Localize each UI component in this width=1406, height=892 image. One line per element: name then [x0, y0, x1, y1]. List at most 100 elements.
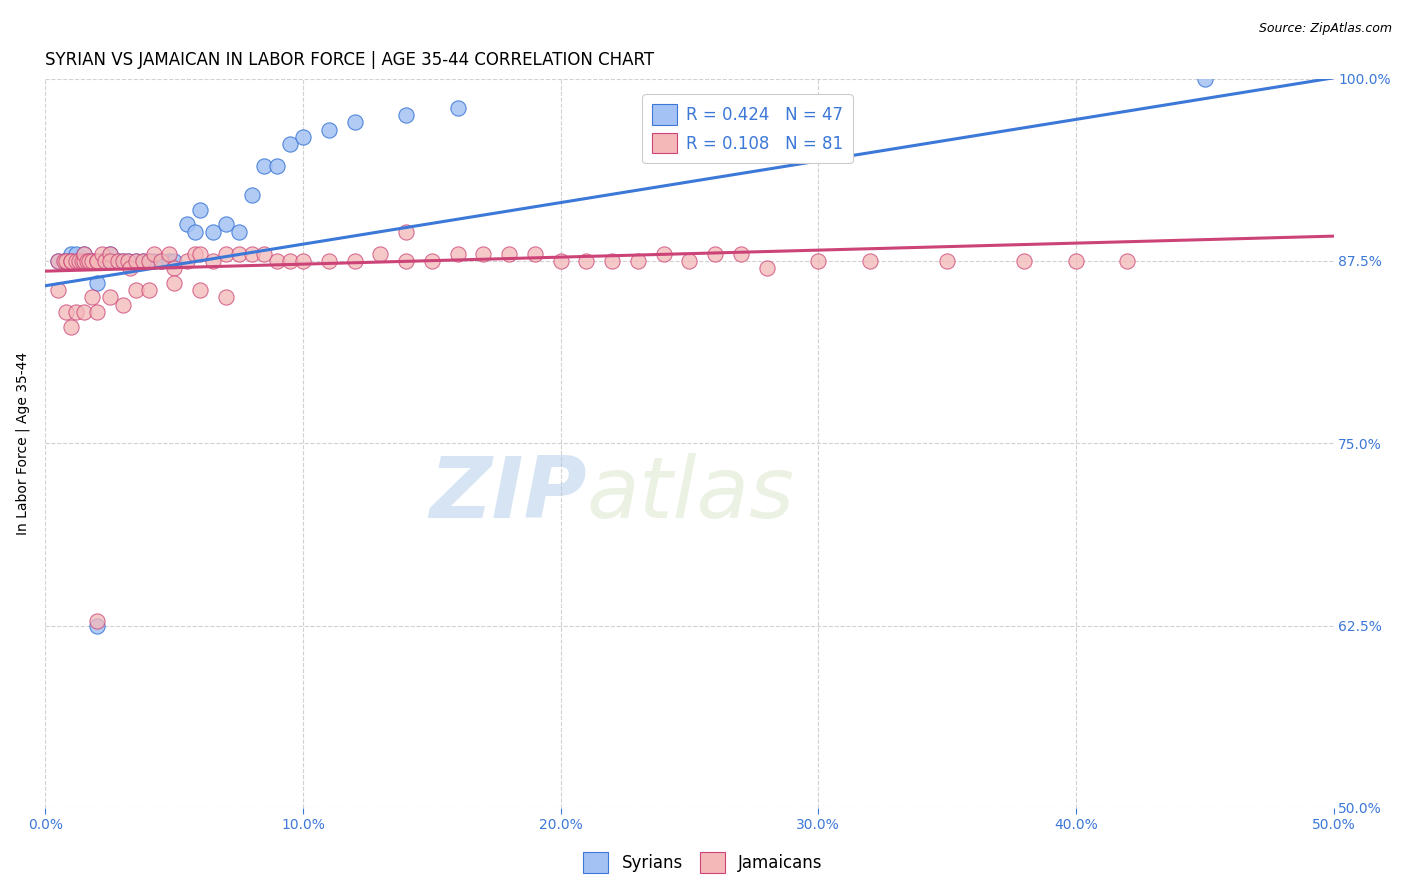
Point	[124, 254, 146, 268]
Point	[91, 254, 114, 268]
Text: Source: ZipAtlas.com: Source: ZipAtlas.com	[1258, 22, 1392, 36]
Point	[278, 254, 301, 268]
Point	[1116, 254, 1139, 268]
Point	[163, 261, 186, 276]
Point	[420, 254, 443, 268]
Point	[117, 254, 139, 268]
Point	[1064, 254, 1087, 268]
Point	[132, 254, 155, 268]
Point	[132, 254, 155, 268]
Point	[67, 254, 90, 268]
Point	[652, 246, 675, 260]
Point	[228, 246, 250, 260]
Point	[60, 246, 83, 260]
Point	[107, 254, 129, 268]
Point	[184, 246, 207, 260]
Point	[111, 298, 134, 312]
Point	[93, 254, 115, 268]
Point	[157, 246, 180, 260]
Point	[80, 290, 103, 304]
Point	[65, 305, 87, 319]
Text: atlas: atlas	[586, 453, 794, 536]
Point	[65, 246, 87, 260]
Point	[86, 276, 108, 290]
Point	[55, 254, 77, 268]
Point	[343, 254, 366, 268]
Point	[292, 254, 315, 268]
Point	[188, 246, 211, 260]
Point	[370, 246, 392, 260]
Point	[73, 246, 96, 260]
Point	[215, 290, 238, 304]
Point	[86, 254, 108, 268]
Text: SYRIAN VS JAMAICAN IN LABOR FORCE | AGE 35-44 CORRELATION CHART: SYRIAN VS JAMAICAN IN LABOR FORCE | AGE …	[45, 51, 655, 69]
Point	[240, 188, 263, 202]
Point	[292, 130, 315, 145]
Point	[395, 254, 418, 268]
Y-axis label: In Labor Force | Age 35-44: In Labor Force | Age 35-44	[15, 351, 30, 535]
Point	[936, 254, 959, 268]
Point	[150, 254, 173, 268]
Point	[52, 254, 75, 268]
Point	[80, 254, 103, 268]
Point	[65, 254, 87, 268]
Point	[318, 122, 340, 136]
Point	[111, 254, 134, 268]
Point	[266, 254, 288, 268]
Point	[240, 246, 263, 260]
Point	[138, 283, 160, 297]
Point	[60, 254, 83, 268]
Point	[446, 101, 468, 115]
Point	[627, 254, 650, 268]
Point	[163, 276, 186, 290]
Point	[472, 246, 495, 260]
Point	[124, 254, 146, 268]
Point	[150, 254, 173, 268]
Point	[1194, 71, 1216, 86]
Point	[157, 254, 180, 268]
Point	[253, 246, 276, 260]
Point	[86, 614, 108, 628]
Point	[98, 290, 121, 304]
Point	[228, 225, 250, 239]
Point	[395, 225, 418, 239]
Point	[60, 254, 83, 268]
Point	[55, 254, 77, 268]
Point	[184, 225, 207, 239]
Point	[70, 254, 93, 268]
Point	[86, 254, 108, 268]
Point	[107, 254, 129, 268]
Point	[142, 246, 165, 260]
Point	[678, 254, 700, 268]
Point	[201, 254, 224, 268]
Legend: R = 0.424   N = 47, R = 0.108   N = 81: R = 0.424 N = 47, R = 0.108 N = 81	[643, 95, 852, 163]
Point	[215, 246, 238, 260]
Point	[117, 254, 139, 268]
Point	[98, 246, 121, 260]
Point	[575, 254, 598, 268]
Point	[176, 218, 198, 232]
Point	[60, 254, 83, 268]
Point	[93, 254, 115, 268]
Point	[73, 305, 96, 319]
Point	[76, 254, 98, 268]
Point	[730, 246, 752, 260]
Point	[120, 261, 142, 276]
Point	[395, 108, 418, 122]
Point	[77, 254, 100, 268]
Point	[48, 254, 70, 268]
Point	[550, 254, 572, 268]
Point	[111, 254, 134, 268]
Point	[1014, 254, 1036, 268]
Point	[48, 254, 70, 268]
Point	[124, 283, 146, 297]
Point	[138, 254, 160, 268]
Point	[52, 254, 75, 268]
Point	[73, 254, 96, 268]
Point	[176, 254, 198, 268]
Point	[704, 246, 727, 260]
Point	[201, 225, 224, 239]
Point	[73, 246, 96, 260]
Point	[91, 246, 114, 260]
Point	[77, 254, 100, 268]
